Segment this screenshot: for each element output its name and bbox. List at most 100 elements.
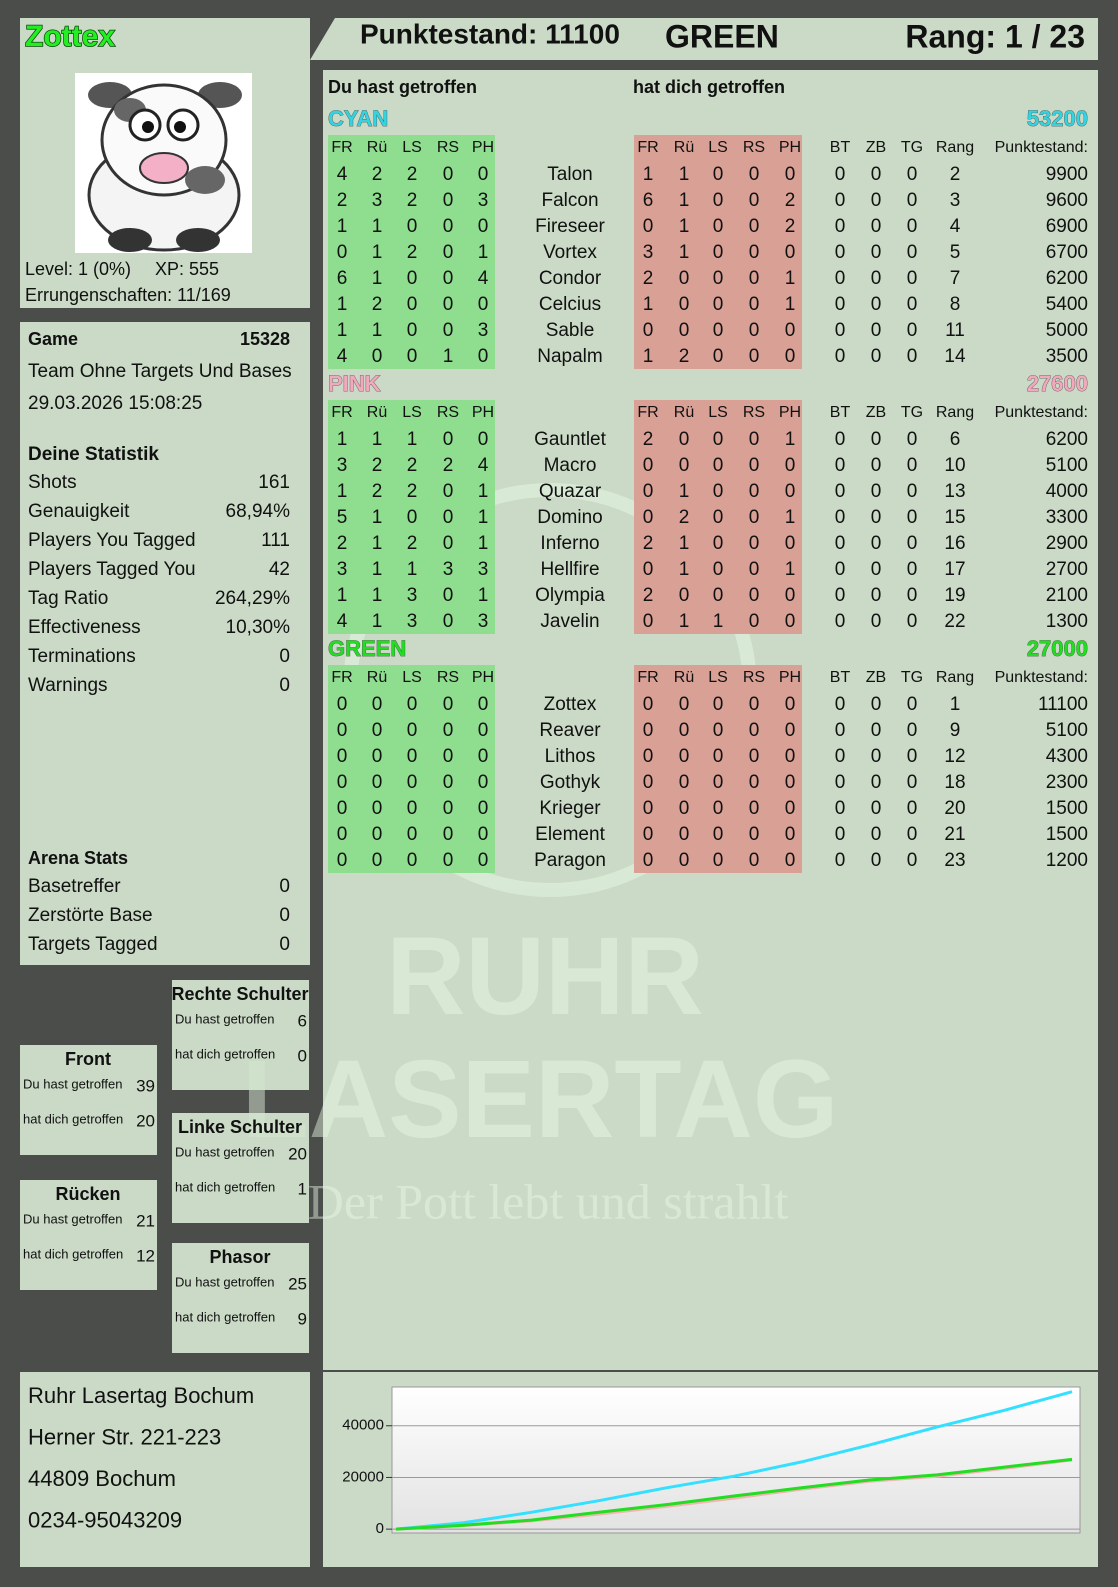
game-mode: Team Ohne Targets Und Bases bbox=[28, 361, 292, 382]
player-name: Celcius bbox=[539, 294, 601, 315]
cell: 2 bbox=[643, 585, 654, 606]
zone-title: Linke Schulter bbox=[178, 1117, 302, 1137]
team-score: 27000 bbox=[1027, 636, 1088, 661]
cell: 0 bbox=[679, 694, 690, 715]
cell: 0 bbox=[372, 346, 383, 367]
hit-you-block bbox=[634, 400, 802, 634]
cell: 0 bbox=[907, 320, 918, 341]
cell: 1500 bbox=[1046, 798, 1088, 819]
cell: 0 bbox=[713, 164, 724, 185]
cell: 0 bbox=[372, 850, 383, 871]
cell: 0 bbox=[679, 772, 690, 793]
zone-title: Rücken bbox=[55, 1184, 120, 1204]
cell: 1 bbox=[407, 429, 418, 450]
cell: 0 bbox=[871, 720, 882, 741]
column-header: TG bbox=[901, 404, 923, 421]
cell: 0 bbox=[643, 559, 654, 580]
you-hit-heading: Du hast getroffen bbox=[328, 77, 477, 97]
cell: 1 bbox=[785, 559, 796, 580]
you-hit-block bbox=[328, 135, 495, 369]
cell: 0 bbox=[749, 481, 760, 502]
cell: 18 bbox=[944, 772, 965, 793]
cell: 0 bbox=[713, 585, 724, 606]
cell: 1 bbox=[337, 320, 348, 341]
cell: 5100 bbox=[1046, 720, 1088, 741]
cell: 0 bbox=[835, 611, 846, 632]
cell: 0 bbox=[443, 216, 454, 237]
cell: 0 bbox=[713, 559, 724, 580]
cell: 2 bbox=[785, 190, 796, 211]
cell: 0 bbox=[871, 294, 882, 315]
column-header: LS bbox=[708, 404, 728, 421]
cell: 0 bbox=[835, 746, 846, 767]
cell: 2 bbox=[337, 190, 348, 211]
cell: 0 bbox=[679, 455, 690, 476]
zone-value: 6 bbox=[298, 1011, 307, 1030]
cell: 0 bbox=[478, 772, 489, 793]
cell: 0 bbox=[871, 746, 882, 767]
cell: 2 bbox=[643, 429, 654, 450]
cell: 0 bbox=[871, 798, 882, 819]
cell: 0 bbox=[907, 559, 918, 580]
y-tick-label: 40000 bbox=[342, 1417, 384, 1434]
column-header: Rang bbox=[936, 139, 974, 156]
cell: 0 bbox=[749, 694, 760, 715]
zone-value: 21 bbox=[136, 1211, 155, 1230]
cell: 0 bbox=[871, 850, 882, 871]
zone-label: hat dich getroffen bbox=[175, 1179, 275, 1194]
cell: 1 bbox=[407, 559, 418, 580]
cell: 1 bbox=[643, 346, 654, 367]
column-header: Punktestand: bbox=[995, 404, 1088, 421]
cell: 1 bbox=[372, 242, 383, 263]
cell: 0 bbox=[643, 772, 654, 793]
zone-label: Du hast getroffen bbox=[23, 1211, 123, 1226]
cell: 21 bbox=[944, 824, 965, 845]
cell: 1 bbox=[478, 481, 489, 502]
cell: 0 bbox=[907, 429, 918, 450]
zone-label: Du hast getroffen bbox=[175, 1274, 275, 1289]
cell: 4 bbox=[478, 455, 489, 476]
column-header: RS bbox=[743, 139, 765, 156]
cell: 4 bbox=[337, 611, 348, 632]
cell: 0 bbox=[907, 798, 918, 819]
cell: 0 bbox=[443, 429, 454, 450]
team-name: CYAN bbox=[328, 106, 388, 131]
cell: 1 bbox=[337, 429, 348, 450]
cell: 1 bbox=[478, 533, 489, 554]
arena-value: 0 bbox=[279, 876, 290, 897]
cell: 0 bbox=[713, 824, 724, 845]
cell: 8 bbox=[950, 294, 961, 315]
cell: 6200 bbox=[1046, 429, 1088, 450]
cell: 0 bbox=[785, 772, 796, 793]
cell: 0 bbox=[337, 242, 348, 263]
cell: 0 bbox=[749, 772, 760, 793]
column-header: Rü bbox=[674, 139, 694, 156]
zone-value: 12 bbox=[136, 1246, 155, 1265]
cell: 0 bbox=[372, 746, 383, 767]
cell: 0 bbox=[713, 268, 724, 289]
cell: 13 bbox=[944, 481, 965, 502]
stat-label: Effectiveness bbox=[28, 617, 141, 638]
cell: 0 bbox=[443, 481, 454, 502]
cell: 4 bbox=[478, 268, 489, 289]
cell: 3 bbox=[478, 611, 489, 632]
column-header: LS bbox=[402, 404, 422, 421]
cell: 0 bbox=[749, 533, 760, 554]
cell: 17 bbox=[944, 559, 965, 580]
cell: 0 bbox=[749, 268, 760, 289]
cell: 0 bbox=[713, 772, 724, 793]
cell: 1 bbox=[679, 559, 690, 580]
cell: 1 bbox=[372, 429, 383, 450]
cell: 22 bbox=[944, 611, 965, 632]
column-header: PH bbox=[779, 669, 801, 686]
cell: 1 bbox=[478, 585, 489, 606]
column-header: BT bbox=[830, 404, 851, 421]
cell: 0 bbox=[749, 824, 760, 845]
stat-label: Players You Tagged bbox=[28, 530, 196, 551]
arena-label: Targets Tagged bbox=[28, 934, 158, 955]
cell: 0 bbox=[835, 190, 846, 211]
cell: 5100 bbox=[1046, 455, 1088, 476]
cell: 14 bbox=[944, 346, 966, 367]
cell: 0 bbox=[785, 455, 796, 476]
cell: 0 bbox=[643, 216, 654, 237]
